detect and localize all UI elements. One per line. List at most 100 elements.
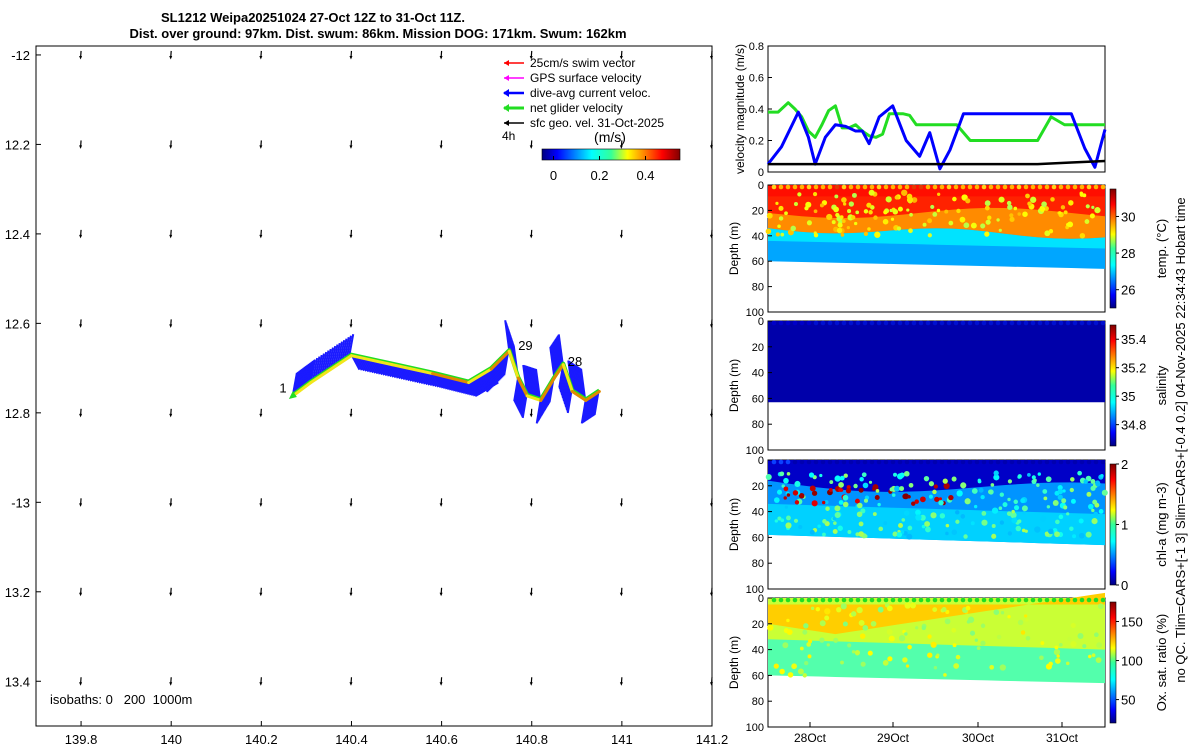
section-sample-point bbox=[832, 529, 838, 535]
sfc-velocity-arrow-head bbox=[439, 55, 443, 60]
surface-sample-point bbox=[1072, 184, 1078, 190]
section-sample-point bbox=[819, 473, 823, 478]
section-colorbar-tick-label: 35.4 bbox=[1121, 332, 1146, 347]
section-sample-point bbox=[1046, 505, 1051, 509]
surface-sample-point bbox=[1065, 184, 1071, 190]
surface-sample-point bbox=[925, 597, 931, 603]
surface-sample-point bbox=[904, 597, 910, 603]
section-sample-point bbox=[853, 483, 858, 489]
surface-sample-point bbox=[960, 184, 966, 190]
section-sample-point bbox=[802, 629, 808, 635]
section-sample-point bbox=[1070, 622, 1076, 628]
section-y-tick-label: 80 bbox=[752, 419, 764, 431]
sfc-velocity-arrow-head bbox=[529, 592, 533, 597]
sfc-velocity-arrow-head bbox=[529, 145, 533, 149]
sfc-velocity-arrow-head bbox=[619, 413, 623, 418]
track-segment bbox=[584, 389, 601, 402]
section-sample-point bbox=[1085, 204, 1090, 209]
section-sample-point bbox=[1050, 197, 1055, 202]
section-sample-point bbox=[938, 497, 943, 501]
surface-sample-point bbox=[988, 184, 994, 190]
section-sample-point bbox=[786, 618, 790, 623]
section-y-tick-label: 20 bbox=[752, 342, 764, 354]
surface-sample-point bbox=[778, 459, 784, 465]
surface-sample-point bbox=[785, 597, 791, 603]
surface-sample-point bbox=[792, 184, 798, 190]
section-sample-point bbox=[885, 196, 892, 203]
sfc-velocity-arrow-head bbox=[259, 324, 263, 328]
legend-net-glider: net glider velocity bbox=[530, 101, 623, 115]
section-sample-point bbox=[960, 482, 967, 489]
section-sample-point bbox=[1067, 636, 1072, 641]
section-sample-point bbox=[1061, 498, 1067, 504]
section-sample-point bbox=[1085, 531, 1092, 538]
section-sample-point bbox=[804, 206, 809, 211]
section-sample-point bbox=[1024, 614, 1028, 618]
dive-avg-vector bbox=[471, 378, 482, 395]
surface-sample-point bbox=[995, 320, 1001, 326]
track-segment bbox=[390, 363, 435, 376]
sfc-velocity-arrow-head bbox=[619, 234, 623, 239]
section-y-tick-label: 80 bbox=[752, 696, 764, 708]
surface-sample-point bbox=[1058, 597, 1064, 603]
section-sample-point bbox=[1090, 479, 1096, 484]
surface-sample-point bbox=[911, 597, 917, 603]
sfc-velocity-arrow-head bbox=[439, 592, 443, 597]
surface-sample-point bbox=[862, 184, 868, 190]
section-sample-point bbox=[808, 472, 815, 478]
section-sample-point bbox=[863, 209, 869, 214]
section-sample-point bbox=[840, 660, 844, 665]
surface-sample-point bbox=[1037, 459, 1043, 465]
section-sample-point bbox=[970, 222, 977, 229]
section-sample-point bbox=[1091, 508, 1095, 513]
section-sample-point bbox=[974, 638, 978, 642]
dive-avg-vector bbox=[557, 334, 564, 365]
surface-sample-point bbox=[813, 184, 819, 190]
surface-sample-point bbox=[1023, 184, 1029, 190]
section-sample-point bbox=[955, 510, 960, 515]
section-sample-point bbox=[930, 641, 937, 648]
section-colorbar-tick-label: 28 bbox=[1121, 246, 1135, 261]
section-sample-point bbox=[1090, 485, 1096, 491]
section-colorbar-tick-label: 0 bbox=[1121, 578, 1128, 593]
surface-sample-point bbox=[939, 459, 945, 465]
time-axis-tick-label: 29Oct bbox=[877, 731, 910, 745]
map-y-tick-label: 13.2 bbox=[5, 585, 30, 600]
section-sample-point bbox=[775, 232, 780, 237]
section-sample-point bbox=[855, 210, 860, 215]
surface-sample-point bbox=[1051, 184, 1057, 190]
sfc-velocity-arrow-head bbox=[710, 324, 713, 328]
track-segment bbox=[525, 394, 543, 402]
map-x-tick-label: 139.8 bbox=[65, 732, 98, 747]
section-sample-point bbox=[784, 211, 788, 216]
section-sample-point bbox=[854, 650, 861, 656]
section-sample-point bbox=[905, 664, 910, 668]
section-sample-point bbox=[785, 522, 792, 529]
section-sample-point bbox=[1095, 657, 1102, 663]
section-sample-point bbox=[773, 497, 780, 503]
section-sample-point bbox=[1058, 211, 1062, 215]
sfc-velocity-arrow-head bbox=[259, 234, 263, 239]
surface-sample-point bbox=[953, 459, 959, 465]
section-sample-point bbox=[765, 473, 772, 481]
dive-avg-vector bbox=[321, 351, 328, 375]
section-sample-point bbox=[932, 607, 938, 612]
surface-sample-point bbox=[1016, 459, 1022, 465]
section-sample-point bbox=[855, 635, 861, 641]
dive-avg-vector bbox=[470, 379, 481, 396]
section-sample-point bbox=[1053, 649, 1061, 656]
surface-sample-point bbox=[1009, 320, 1015, 326]
section-sample-point bbox=[786, 515, 791, 521]
time-axis-tick-label: 28Oct bbox=[794, 731, 827, 745]
section-sample-point bbox=[903, 530, 908, 536]
surface-sample-point bbox=[876, 320, 882, 326]
section-sample-point bbox=[872, 512, 877, 517]
dive-avg-vector bbox=[312, 357, 319, 381]
section-sample-point bbox=[1017, 475, 1021, 479]
section-sample-point bbox=[1052, 500, 1059, 506]
legend-dive-avg-arrow-icon bbox=[503, 89, 509, 97]
track-start-arrow-icon bbox=[288, 390, 297, 399]
section-sample-point bbox=[1025, 193, 1030, 199]
surface-sample-point bbox=[883, 597, 889, 603]
